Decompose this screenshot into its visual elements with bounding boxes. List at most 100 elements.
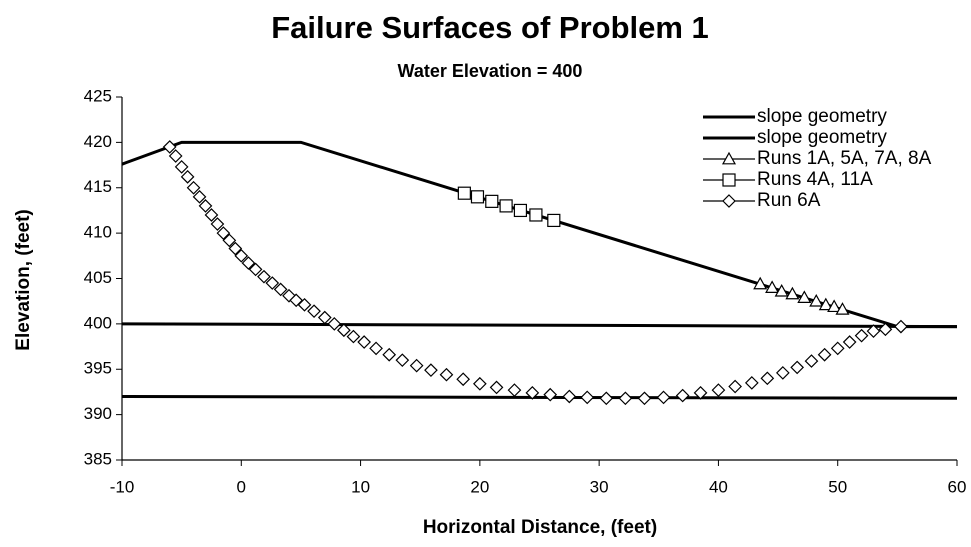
point <box>775 366 790 380</box>
point <box>866 324 881 338</box>
point <box>894 319 908 334</box>
legend-marker <box>721 151 737 165</box>
point <box>842 335 857 349</box>
point <box>456 372 471 387</box>
point <box>357 335 371 349</box>
legend-label: Runs 1A, 5A, 7A, 8A <box>757 148 932 169</box>
point <box>785 286 800 300</box>
point <box>753 276 768 290</box>
y-tick-label: 400 <box>84 313 112 332</box>
chart-title: Failure Surfaces of Problem 1 <box>271 10 709 45</box>
point <box>529 208 543 222</box>
point <box>457 186 471 200</box>
point <box>580 390 595 405</box>
point <box>273 282 288 297</box>
point <box>180 170 195 184</box>
legend-marker <box>722 173 736 187</box>
point <box>637 391 652 406</box>
chart-subtitle: Water Elevation = 400 <box>398 61 583 81</box>
point <box>618 391 633 406</box>
point <box>473 376 487 391</box>
point <box>327 317 342 331</box>
legend-label: slope geometry <box>757 127 887 148</box>
point <box>499 199 513 213</box>
y-tick-label: 390 <box>84 404 112 423</box>
point <box>317 310 332 325</box>
point <box>409 358 424 373</box>
y-tick-label: 395 <box>84 359 112 378</box>
y-tick-label: 385 <box>84 449 112 468</box>
point <box>174 160 189 174</box>
point <box>797 290 812 303</box>
point <box>711 383 726 397</box>
point <box>241 256 256 270</box>
point <box>439 367 454 382</box>
point <box>234 248 249 263</box>
point <box>760 371 775 386</box>
point <box>228 241 243 256</box>
point <box>257 269 271 284</box>
x-tick-label: -10 <box>110 477 135 496</box>
point <box>693 385 708 400</box>
y-tick-label: 425 <box>84 86 112 105</box>
x-tick-label: 60 <box>948 477 967 496</box>
x-tick-label: 20 <box>470 477 489 496</box>
point <box>744 376 759 390</box>
x-axis-label: Horizontal Distance, (feet) <box>423 517 657 538</box>
point <box>525 385 540 400</box>
point <box>728 379 742 394</box>
point <box>222 233 237 248</box>
point <box>265 276 280 290</box>
point <box>835 302 850 315</box>
y-tick-label: 415 <box>84 177 112 196</box>
legend-label: Runs 4A, 11A <box>757 169 873 190</box>
point <box>507 383 522 397</box>
x-tick-label: 10 <box>351 477 370 496</box>
y-tick-label: 410 <box>84 223 112 242</box>
point <box>830 341 845 356</box>
x-tick-label: 0 <box>237 477 246 496</box>
point <box>809 293 824 307</box>
point <box>346 329 361 344</box>
point <box>424 363 438 378</box>
point <box>765 280 780 293</box>
legend-label: slope geometry <box>757 106 887 127</box>
point <box>192 189 207 204</box>
point <box>382 347 397 362</box>
legend-label: Run 6A <box>757 190 821 211</box>
point <box>485 194 499 208</box>
point <box>562 389 577 404</box>
y-axis-label: Elevation, (feet) <box>13 209 34 350</box>
point <box>204 208 219 222</box>
point <box>543 387 558 402</box>
point <box>297 297 312 312</box>
point <box>790 360 805 375</box>
point <box>186 180 201 195</box>
point <box>162 140 177 154</box>
x-tick-label: 30 <box>590 477 609 496</box>
point <box>489 380 504 395</box>
point <box>675 388 690 403</box>
point <box>854 328 869 343</box>
point <box>337 323 351 338</box>
point <box>817 347 832 362</box>
point <box>599 391 614 406</box>
point <box>395 353 410 368</box>
point <box>827 299 842 313</box>
point <box>513 203 528 218</box>
point <box>369 341 383 356</box>
point <box>210 217 225 231</box>
point <box>656 390 671 405</box>
point <box>198 199 213 213</box>
point <box>168 149 183 163</box>
point <box>547 213 561 228</box>
point <box>470 190 485 204</box>
legend-marker <box>722 194 736 208</box>
y-tick-label: 420 <box>84 132 112 151</box>
point <box>248 262 263 277</box>
point <box>307 304 321 319</box>
point <box>804 354 819 368</box>
line <box>121 322 958 400</box>
point <box>774 283 789 297</box>
